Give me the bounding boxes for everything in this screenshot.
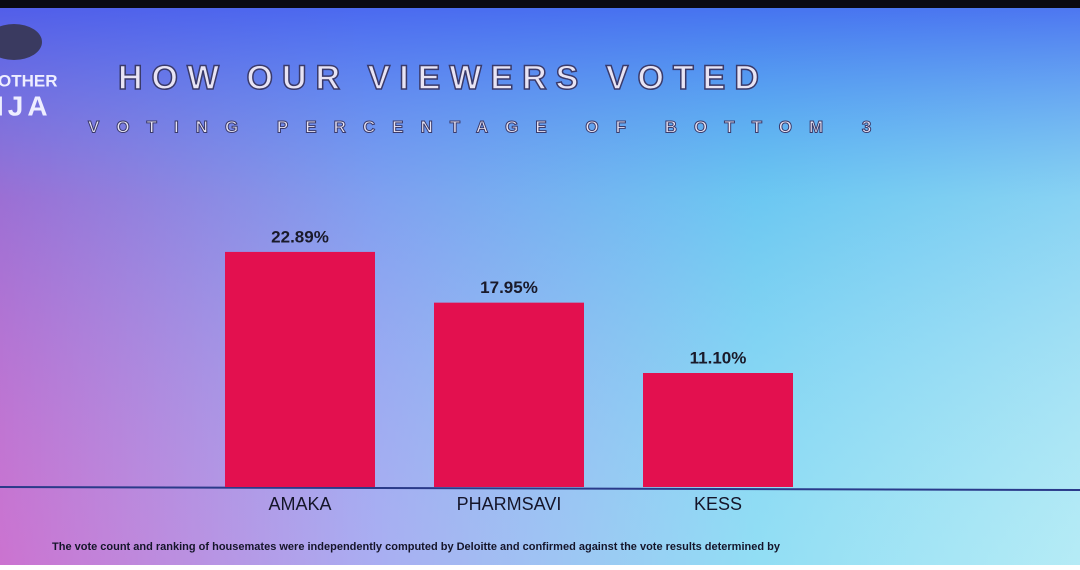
footnote: The vote count and ranking of housemates… bbox=[52, 541, 781, 553]
bar bbox=[434, 302, 584, 487]
chart-title: HOW OUR VIEWERS VOTED bbox=[118, 59, 768, 97]
x-tick-label: PHARMSAVI bbox=[457, 494, 562, 514]
bar bbox=[643, 373, 793, 487]
chart-subtitle: VOTING PERCENTAGE OF BOTTOM 3 bbox=[88, 117, 888, 136]
value-label: 17.95% bbox=[480, 278, 538, 297]
logo-text: IJA bbox=[0, 90, 52, 121]
logo-eye bbox=[0, 24, 42, 60]
x-tick-label: AMAKA bbox=[268, 494, 331, 514]
x-tick-label: KESS bbox=[694, 494, 742, 514]
screen-edge bbox=[0, 0, 1080, 8]
bar bbox=[225, 251, 375, 487]
value-label: 22.89% bbox=[271, 227, 329, 246]
logo-text: OTHER bbox=[0, 71, 58, 90]
value-label: 11.10% bbox=[690, 348, 747, 367]
baseline bbox=[0, 486, 1080, 491]
